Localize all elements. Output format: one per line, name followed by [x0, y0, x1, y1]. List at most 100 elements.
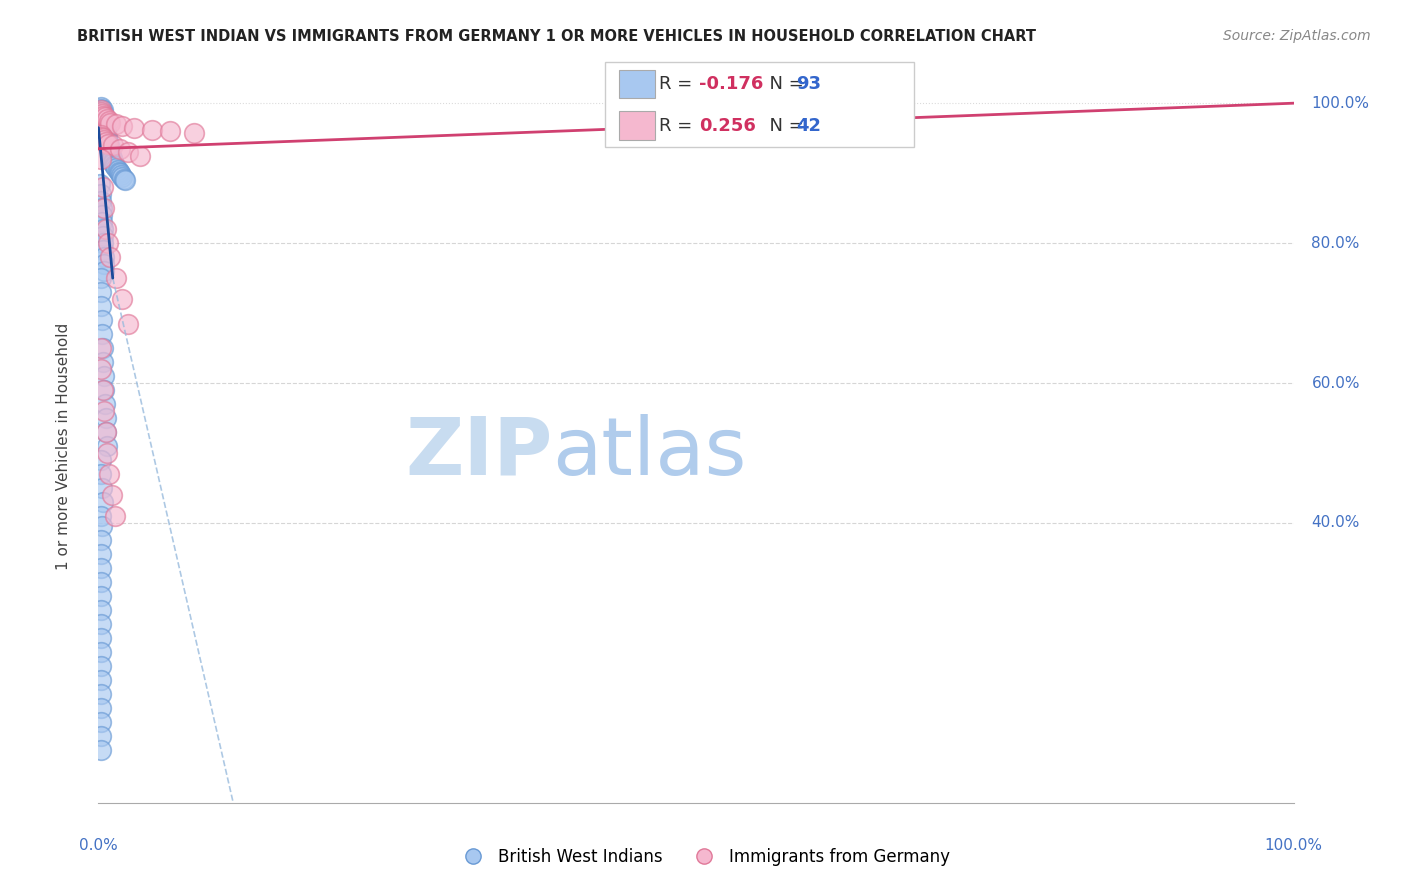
Text: 1 or more Vehicles in Household: 1 or more Vehicles in Household: [56, 322, 70, 570]
Point: [90, 104, 112, 119]
Text: N =: N =: [758, 117, 810, 135]
Point: [91, 109, 114, 123]
Text: 93: 93: [796, 75, 821, 93]
Point: [159, 124, 181, 138]
Point: [90, 129, 112, 144]
Point: [98, 146, 122, 161]
Point: [91, 109, 114, 123]
Point: [90, 603, 112, 617]
Text: BRITISH WEST INDIAN VS IMMIGRANTS FROM GERMANY 1 OR MORE VEHICLES IN HOUSEHOLD C: BRITISH WEST INDIAN VS IMMIGRANTS FROM G…: [77, 29, 1036, 44]
Point: [103, 155, 125, 169]
Point: [90, 102, 112, 116]
Point: [93, 113, 115, 128]
Point: [91, 229, 114, 244]
Point: [96, 112, 118, 126]
Text: Source: ZipAtlas.com: Source: ZipAtlas.com: [1223, 29, 1371, 43]
Point: [96, 222, 118, 236]
Point: [117, 317, 139, 331]
Point: [96, 131, 118, 145]
Text: 0.0%: 0.0%: [79, 838, 118, 853]
Point: [108, 142, 131, 156]
Point: [93, 383, 115, 397]
Point: [90, 285, 112, 299]
Point: [96, 129, 118, 144]
Point: [91, 106, 114, 120]
Point: [91, 215, 114, 229]
Point: [98, 467, 121, 481]
Point: [90, 313, 112, 327]
Point: [124, 120, 146, 135]
Point: [93, 369, 115, 384]
Point: [93, 243, 115, 257]
Point: [141, 122, 163, 136]
Point: [90, 590, 112, 604]
Point: [93, 119, 115, 133]
Point: [93, 404, 115, 418]
Point: [94, 120, 117, 135]
Point: [90, 201, 112, 215]
Point: [111, 292, 134, 306]
Point: [98, 145, 121, 160]
Point: [104, 159, 127, 173]
Text: 100.0%: 100.0%: [1264, 838, 1323, 853]
Point: [93, 117, 115, 131]
Point: [91, 327, 114, 342]
Text: ZIP: ZIP: [405, 414, 553, 492]
Point: [103, 158, 125, 172]
Point: [100, 488, 122, 502]
Point: [94, 126, 117, 140]
Text: R =: R =: [659, 75, 699, 93]
Point: [93, 264, 115, 278]
Point: [90, 561, 112, 575]
Point: [90, 362, 112, 376]
Point: [117, 145, 139, 160]
Point: [90, 299, 112, 313]
Text: 40.0%: 40.0%: [1312, 516, 1360, 531]
Point: [94, 397, 117, 411]
Point: [90, 194, 112, 208]
Point: [90, 645, 112, 659]
Point: [101, 152, 124, 166]
Point: [97, 138, 120, 153]
Point: [91, 341, 114, 355]
Point: [91, 106, 114, 120]
Point: [111, 169, 134, 184]
Point: [97, 139, 120, 153]
Point: [129, 149, 152, 163]
Point: [96, 439, 118, 453]
Point: [97, 136, 120, 151]
Point: [90, 341, 112, 355]
Point: [90, 575, 112, 590]
Text: 60.0%: 60.0%: [1312, 376, 1360, 391]
Point: [110, 168, 132, 182]
Point: [105, 117, 128, 131]
Point: [90, 103, 112, 118]
Legend: British West Indians, Immigrants from Germany: British West Indians, Immigrants from Ge…: [450, 842, 956, 873]
Point: [111, 119, 134, 133]
Point: [91, 383, 114, 397]
Point: [90, 729, 112, 743]
Point: [108, 166, 131, 180]
Point: [97, 135, 120, 149]
Point: [100, 149, 122, 163]
Text: R =: R =: [659, 117, 699, 135]
Point: [91, 180, 114, 194]
Point: [91, 222, 114, 236]
Point: [90, 519, 112, 533]
Point: [90, 106, 112, 120]
Point: [90, 701, 112, 715]
Point: [93, 112, 115, 126]
Point: [105, 161, 128, 175]
Point: [107, 162, 129, 177]
Point: [96, 132, 118, 146]
Point: [101, 153, 124, 168]
Point: [97, 113, 120, 128]
Text: 80.0%: 80.0%: [1312, 235, 1360, 251]
Point: [93, 201, 115, 215]
Point: [94, 110, 117, 124]
Point: [91, 355, 114, 369]
Point: [91, 208, 114, 222]
Point: [94, 122, 117, 136]
Point: [90, 453, 112, 467]
Point: [93, 116, 115, 130]
